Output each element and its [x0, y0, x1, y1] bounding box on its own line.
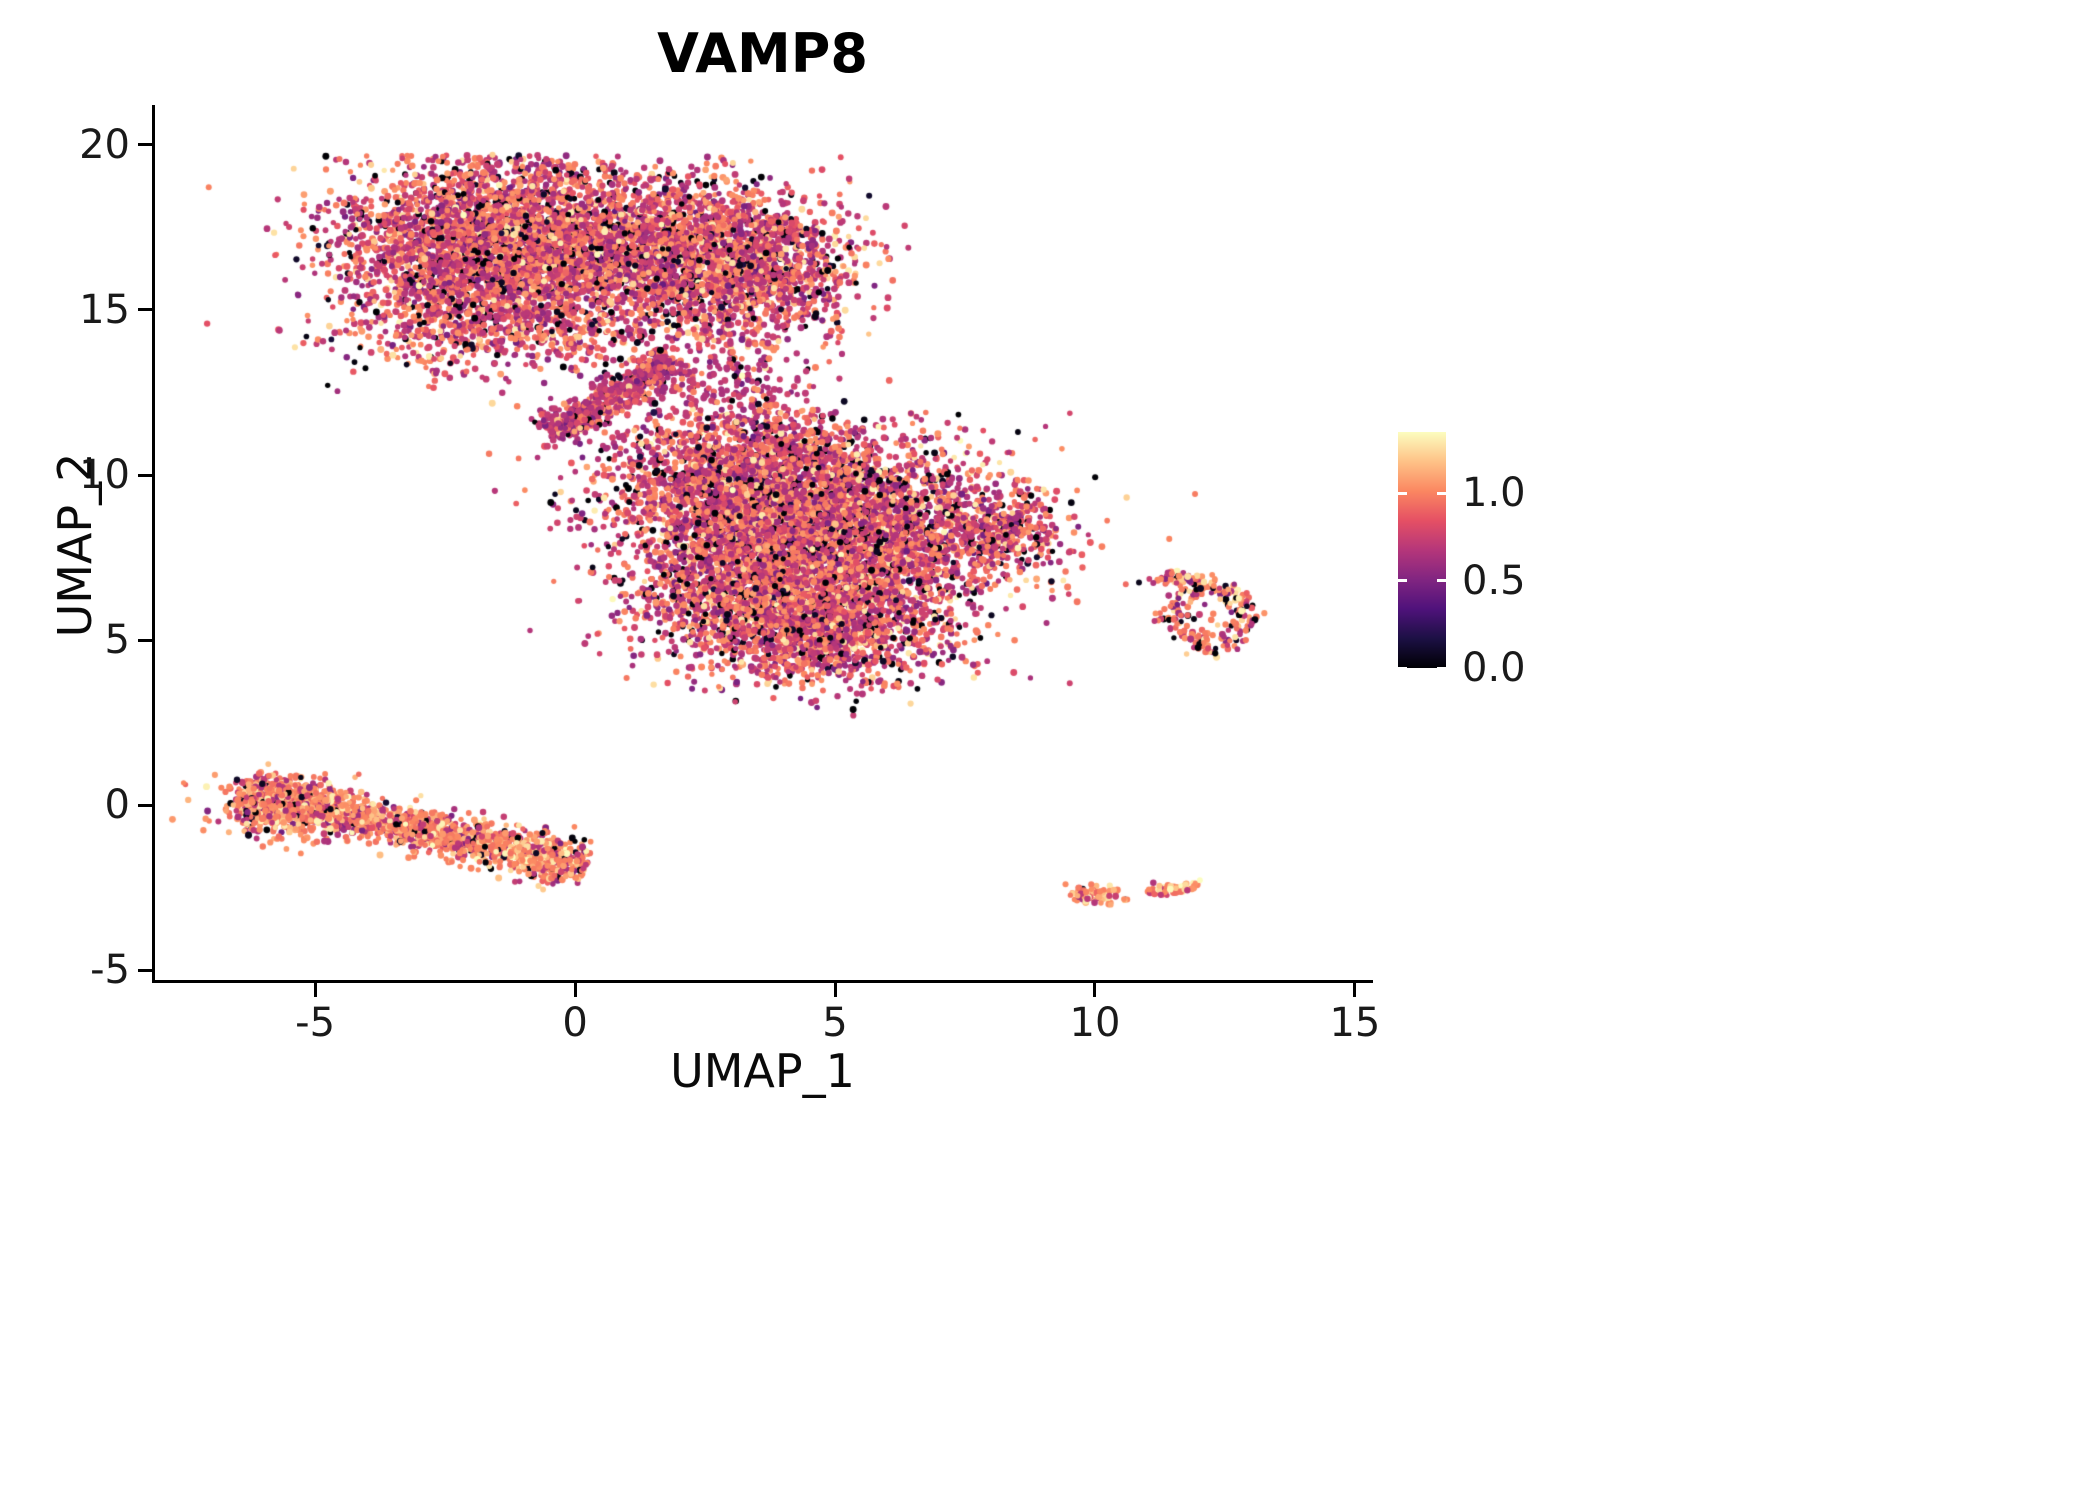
y-tick-mark — [138, 968, 152, 972]
y-tick-mark — [138, 803, 152, 807]
colorbar-tick-mark — [1398, 579, 1407, 583]
colorbar-tick-mark — [1398, 491, 1407, 495]
y-tick-label: 0 — [104, 782, 130, 829]
x-axis-line — [152, 980, 1373, 983]
y-tick-label: 15 — [79, 286, 130, 333]
x-tick-mark — [1093, 983, 1097, 997]
y-tick-label: -5 — [90, 947, 130, 994]
x-tick-mark — [833, 983, 837, 997]
y-tick-label: 5 — [104, 617, 130, 664]
y-tick-mark — [138, 143, 152, 147]
colorbar — [1398, 432, 1446, 668]
y-tick-label: 10 — [79, 452, 130, 498]
y-tick-mark — [138, 473, 152, 477]
x-tick-label: 15 — [1329, 1000, 1381, 1046]
y-tick-mark — [138, 638, 152, 642]
y-tick-label: 20 — [79, 121, 130, 168]
x-tick-label: 0 — [562, 1000, 588, 1046]
x-tick-label: 10 — [1069, 1000, 1121, 1046]
colorbar-tick-mark — [1398, 666, 1407, 670]
x-axis-label: UMAP_1 — [670, 1044, 855, 1098]
x-tick-mark — [1353, 983, 1357, 997]
y-axis-line — [152, 105, 155, 983]
x-tick-label: 5 — [822, 1000, 848, 1046]
colorbar-tick-mark — [1437, 491, 1446, 495]
colorbar-tick-label: 0.0 — [1462, 645, 1526, 691]
x-tick-mark — [573, 983, 577, 997]
plot-title: VAMP8 — [657, 22, 868, 85]
x-tick-label: -5 — [295, 1000, 336, 1046]
x-tick-mark — [313, 983, 317, 997]
y-tick-mark — [138, 308, 152, 312]
colorbar-tick-mark — [1437, 579, 1446, 583]
colorbar-tick-label: 0.5 — [1462, 557, 1526, 604]
colorbar-tick-label: 1.0 — [1462, 470, 1526, 517]
colorbar-tick-mark — [1437, 666, 1446, 670]
